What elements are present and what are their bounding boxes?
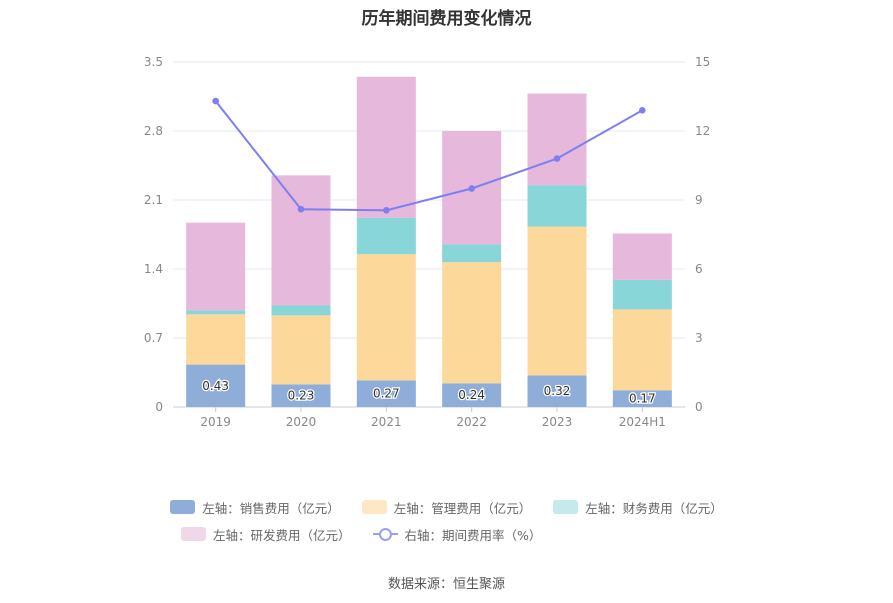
y-left-tick-label: 3.5 xyxy=(144,55,163,69)
x-tick-label: 2021 xyxy=(371,415,402,429)
bar-admin xyxy=(442,262,502,384)
legend-swatch-admin xyxy=(361,500,387,514)
legend-label-rate: 右轴：期间费用率（%） xyxy=(404,527,542,543)
legend-swatch-finance xyxy=(553,500,579,514)
line-point-rate_line xyxy=(468,185,475,192)
legend-swatch-sales xyxy=(170,500,196,514)
y-left-tick-label: 0.7 xyxy=(144,331,163,345)
y-left-tick-label: 2.1 xyxy=(144,193,163,207)
bar-finance xyxy=(527,185,587,227)
legend-line-marker-icon xyxy=(372,527,398,541)
bar-rd xyxy=(356,76,416,218)
line-point-rate_line xyxy=(383,207,390,214)
y-left-tick-label: 2.8 xyxy=(144,124,163,138)
legend-label-sales: 左轴：销售费用（亿元） xyxy=(202,500,340,516)
bar-label-sales: 0.43 xyxy=(202,379,229,393)
bar-label-sales: 0.23 xyxy=(288,389,315,403)
bar-finance xyxy=(186,310,246,315)
bar-label-sales: 0.32 xyxy=(544,384,571,398)
legend-item-rd[interactable]: 左轴：研发费用（亿元） xyxy=(181,525,351,544)
line-rate_line xyxy=(214,100,643,212)
bar-sales xyxy=(271,384,331,407)
bar-admin xyxy=(186,314,246,365)
x-tick-label: 2019 xyxy=(200,415,231,429)
bar-label-sales: 0.17 xyxy=(629,392,656,406)
legend-item-finance[interactable]: 左轴：财务费用（亿元） xyxy=(553,498,723,517)
y-left-tick-label: 1.4 xyxy=(144,262,163,276)
bar-finance xyxy=(356,217,416,255)
bar-rd xyxy=(612,233,672,280)
bar-sales xyxy=(612,390,672,407)
stacked-bar-line-chart: 0 0 0.7 3 1.4 6 2.1 9 2.8 12 3.5 15 2019 0.43 2020 0.23… xyxy=(144,55,710,429)
y-right-tick-label: 9 xyxy=(695,193,703,207)
bar-rd xyxy=(271,175,331,306)
bar-finance xyxy=(442,244,502,263)
bar-admin xyxy=(612,309,672,391)
y-right-tick-label: 0 xyxy=(695,400,703,414)
legend-label-admin: 左轴：管理费用（亿元） xyxy=(393,500,532,516)
legend-label-finance: 左轴：财务费用（亿元） xyxy=(585,500,723,516)
bar-admin xyxy=(271,315,331,385)
bar-finance xyxy=(612,279,672,310)
y-right-tick-label: 6 xyxy=(695,262,703,276)
x-tick-label: 2024H1 xyxy=(619,415,666,429)
bar-admin xyxy=(527,226,587,376)
legend-item-sales[interactable]: 左轴：销售费用（亿元） xyxy=(170,498,340,517)
bar-sales xyxy=(527,375,587,407)
bar-sales xyxy=(186,364,246,407)
x-tick-label: 2023 xyxy=(542,415,573,429)
y-right-tick-label: 3 xyxy=(695,331,703,345)
bar-label-sales: 0.24 xyxy=(458,388,485,402)
legend-row-1: 左轴：销售费用（亿元） 左轴：管理费用（亿元） 左轴：财务费用（亿元） xyxy=(0,496,893,518)
x-tick-label: 2020 xyxy=(286,415,317,429)
legend: 左轴：销售费用（亿元） 左轴：管理费用（亿元） 左轴：财务费用（亿元） 左轴：研… xyxy=(0,496,893,550)
chart-title: 历年期间费用变化情况 xyxy=(361,9,532,29)
x-tick-label: 2022 xyxy=(456,415,487,429)
line-point-rate_line xyxy=(212,97,219,105)
bar-rd xyxy=(186,222,246,311)
y-right-tick-label: 15 xyxy=(695,55,710,69)
bar-label-sales: 0.27 xyxy=(373,387,400,401)
bar-admin xyxy=(356,254,416,381)
legend-row-2: 左轴：研发费用（亿元） 右轴：期间费用率（%） xyxy=(0,523,893,545)
bar-finance xyxy=(271,305,331,316)
legend-item-rate[interactable]: 右轴：期间费用率（%） xyxy=(372,525,542,544)
bar-rd xyxy=(527,93,587,186)
line-point-rate_line xyxy=(297,205,305,213)
legend-item-admin[interactable]: 左轴：管理费用（亿元） xyxy=(361,498,532,517)
line-point-rate_line xyxy=(639,107,646,114)
y-left-tick-label: 0 xyxy=(155,400,163,414)
legend-label-rd: 左轴：研发费用（亿元） xyxy=(213,527,351,543)
line-point-rate_line xyxy=(553,155,561,162)
data-source-note: 数据来源：恒生聚源 xyxy=(387,577,505,592)
legend-swatch-rd xyxy=(181,527,206,541)
bar-sales xyxy=(356,380,416,407)
y-right-tick-label: 12 xyxy=(695,124,710,138)
bar-sales xyxy=(442,383,502,407)
